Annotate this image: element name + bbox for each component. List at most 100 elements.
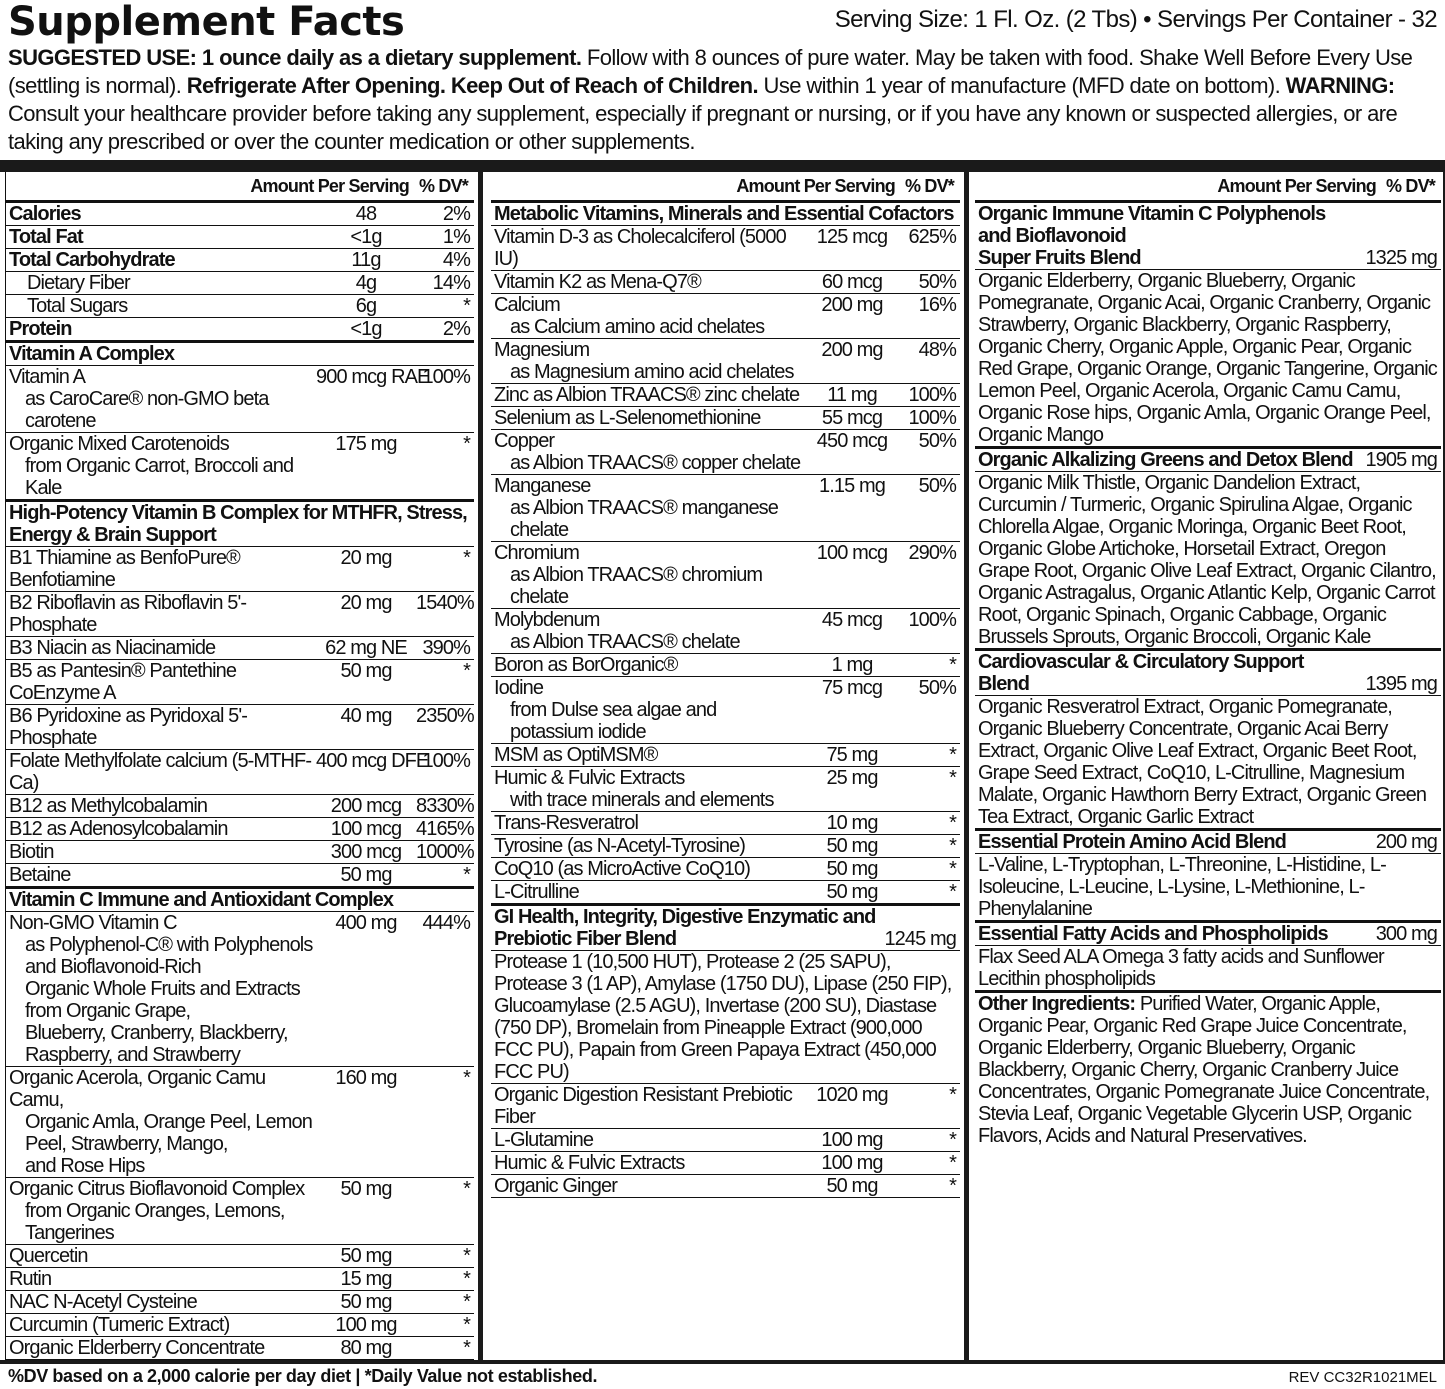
blend-title: GI Health, Integrity, Digestive Enzymati… bbox=[494, 906, 876, 950]
nutrient-amount: 200 mcg bbox=[330, 795, 402, 817]
nutrient-dv: * bbox=[463, 1268, 471, 1290]
other-ingredients: Other Ingredients: Purified Water, Organ… bbox=[975, 993, 1441, 1147]
nutrient-name: Manganese bbox=[494, 475, 591, 497]
nutrient-dv: 100% bbox=[908, 407, 956, 429]
nutrient-name-cell: CoQ10 (as MicroActive CoQ10) bbox=[494, 858, 802, 880]
nutrient-name-cell: Boron as BorOrganic® bbox=[494, 654, 802, 676]
nutrient-amount: 11g bbox=[351, 249, 381, 271]
blend-ingredients: Organic Elderberry, Organic Blueberry, O… bbox=[975, 270, 1441, 449]
nutrient-name: Calories bbox=[9, 203, 82, 225]
blend-title-line: Prebiotic Fiber Blend bbox=[494, 928, 677, 950]
nutrient-name-cell: B6 Pyridoxine as Pyridoxal 5'-Phosphate bbox=[9, 705, 316, 749]
nutrient-dv: 100% bbox=[422, 750, 470, 772]
amount-per-serving-header: Amount Per Serving bbox=[1217, 176, 1376, 196]
nutrient-name-cell: Organic Citrus Bioflavonoid Complex from … bbox=[9, 1178, 316, 1244]
nutrient-dv: * bbox=[949, 858, 957, 880]
blend-title: Essential Fatty Acids and Phospholipids bbox=[978, 923, 1368, 945]
dv-header: % DV* bbox=[418, 176, 469, 196]
nutrient-dv: 50% bbox=[918, 430, 957, 452]
nutrient-name: B6 Pyridoxine as Pyridoxal 5'-Phosphate bbox=[9, 705, 248, 749]
nutrient-row: L-Citrulline 50 mg * bbox=[491, 881, 960, 906]
nutrient-detail: Organic Whole Fruits and Extracts from O… bbox=[25, 978, 301, 1022]
nutrient-row: Boron as BorOrganic® 1 mg * bbox=[491, 654, 960, 677]
nutrient-name: Vitamin K2 as Mena-Q7® bbox=[494, 271, 702, 293]
nutrient-dv: 8330% bbox=[416, 795, 475, 817]
label-header: Supplement Facts Serving Size: 1 Fl. Oz.… bbox=[0, 0, 1445, 44]
nutrient-amount: <1g bbox=[350, 226, 382, 248]
nutrient-name: Boron as BorOrganic® bbox=[494, 654, 678, 676]
nutrient-row: Molybdenum as Albion TRAACS® chelate 45 mc… bbox=[491, 609, 960, 654]
blend-title-row: Essential Fatty Acids and Phospholipids 3… bbox=[975, 923, 1441, 946]
nutrient-name: Folate Methylfolate calcium (5-MTHF-Ca) bbox=[9, 750, 312, 794]
nutrient-amount: 50 mg bbox=[340, 1178, 392, 1200]
nutrient-amount: 900 mcg RAE bbox=[316, 366, 430, 388]
nutrient-row: MSM as OptiMSM® 75 mg * bbox=[491, 744, 960, 767]
nutrient-detail: Energy & Brain Support bbox=[9, 524, 217, 546]
nutrient-name: MSM as OptiMSM® bbox=[494, 744, 658, 766]
nutrient-name-cell: Copper as Albion TRAACS® copper chelate bbox=[494, 430, 802, 474]
nutrient-dv: 100% bbox=[908, 609, 956, 631]
nutrient-dv: * bbox=[463, 433, 471, 455]
nutrient-name: Organic Acerola, Organic Camu Camu, bbox=[9, 1067, 266, 1111]
nutrient-row: B5 as Pantesin® Pantethine CoEnzyme A 50 … bbox=[6, 660, 474, 705]
nutrient-row: Vitamin K2 as Mena-Q7® 60 mcg 50% bbox=[491, 271, 960, 294]
nutrient-row: Biotin 300 mcg 1000% bbox=[6, 841, 475, 864]
blend-title-line: Essential Protein Amino Acid Blend bbox=[978, 831, 1287, 853]
blend-title-row: Cardiovascular & Circulatory Support Ble… bbox=[975, 651, 1441, 696]
nutrient-row: Betaine 50 mg * bbox=[6, 864, 474, 889]
nutrient-amount: 100 mcg bbox=[330, 818, 402, 840]
nutrient-amount: 62 mg NE bbox=[325, 637, 408, 659]
nutrient-row: Organic Elderberry Concentrate 80 mg * bbox=[6, 1337, 474, 1360]
suggested-use-bold: SUGGESTED USE: 1 ounce daily as a dietar… bbox=[8, 45, 582, 70]
nutrient-name: Tyrosine (as N-Acetyl-Tyrosine) bbox=[494, 835, 746, 857]
nutrient-name: Organic Ginger bbox=[494, 1175, 618, 1197]
nutrient-name-cell: L-Glutamine bbox=[494, 1129, 802, 1151]
nutrient-name: Organic Citrus Bioflavonoid Complex bbox=[9, 1178, 305, 1200]
facts-table: Amount Per Serving% DV* Calories 48 2% Total… bbox=[0, 172, 1445, 1364]
dv-header: % DV* bbox=[1385, 176, 1436, 196]
other-ingredients-list: Purified Water, Organic Apple, Organic P… bbox=[978, 993, 1430, 1147]
nutrient-name-cell: Trans-Resveratrol bbox=[494, 812, 802, 834]
nutrient-name-cell: B3 Niacin as Niacinamide bbox=[9, 637, 316, 659]
nutrient-row: Organic Digestion Resistant Prebiotic Fi… bbox=[491, 1084, 960, 1129]
nutrient-dv: * bbox=[463, 1067, 471, 1089]
nutrient-amount: <1g bbox=[350, 318, 382, 340]
column-header: Amount Per Serving % DV* bbox=[491, 172, 960, 203]
nutrient-name: B2 Riboflavin as Riboflavin 5'-Phosphate bbox=[9, 592, 247, 636]
nutrient-name: Calcium bbox=[494, 294, 561, 316]
nutrient-name-cell: B12 as Methylcobalamin bbox=[9, 795, 316, 817]
nutrient-row: B2 Riboflavin as Riboflavin 5'-Phosphate… bbox=[6, 592, 475, 637]
nutrient-name: NAC N-Acetyl Cysteine bbox=[9, 1291, 198, 1313]
nutrient-name: High-Potency Vitamin B Complex for MTHFR… bbox=[9, 502, 468, 524]
nutrient-amount: 1 mg bbox=[831, 654, 874, 676]
blend-title-row: GI Health, Integrity, Digestive Enzymati… bbox=[491, 906, 960, 951]
nutrient-amount: 300 mcg bbox=[330, 841, 402, 863]
nutrient-name: Chromium bbox=[494, 542, 580, 564]
nutrient-detail: from Dulse sea algae and potassium iodid… bbox=[510, 699, 717, 743]
nutrient-dv: 14% bbox=[432, 272, 471, 294]
nutrient-row: Magnesium as Magnesium amino acid chelate… bbox=[491, 339, 960, 384]
amount-per-serving-header: Amount Per Serving bbox=[250, 176, 409, 196]
nutrient-name-cell: Total Sugars bbox=[9, 295, 316, 317]
blend-title-line: Essential Fatty Acids and Phospholipids bbox=[978, 923, 1329, 945]
nutrient-dv: * bbox=[463, 1337, 471, 1359]
nutrient-detail: as Albion TRAACS® manganese chelate bbox=[510, 497, 779, 541]
nutrient-dv: 4165% bbox=[416, 818, 475, 840]
nutrient-name-cell: Organic Mixed Carotenoids from Organic Ca… bbox=[9, 433, 316, 499]
nutrient-name: Vitamin A Complex bbox=[9, 343, 175, 365]
nutrient-dv: * bbox=[463, 1291, 471, 1313]
blend-title-line: Organic Alkalizing Greens and Detox Blen… bbox=[978, 449, 1354, 471]
nutrient-name-cell: Organic Acerola, Organic Camu Camu, Organ… bbox=[9, 1067, 316, 1177]
nutrient-name-cell: Humic & Fulvic Extracts with trace minera… bbox=[494, 767, 802, 811]
nutrient-name: Total Sugars bbox=[27, 295, 128, 317]
nutrient-name-cell: Iodine from Dulse sea algae and potassium… bbox=[494, 677, 802, 743]
nutrient-row: Tyrosine (as N-Acetyl-Tyrosine) 50 mg * bbox=[491, 835, 960, 858]
nutrient-name: Vitamin C Immune and Antioxidant Complex bbox=[9, 889, 394, 911]
nutrient-detail: as Polyphenol-C® with Polyphenols and Bi… bbox=[25, 934, 313, 978]
nutrient-amount: 450 mcg bbox=[816, 430, 888, 452]
nutrient-name-cell: B2 Riboflavin as Riboflavin 5'-Phosphate bbox=[9, 592, 316, 636]
nutrient-name-cell: Magnesium as Magnesium amino acid chelate… bbox=[494, 339, 802, 383]
nutrient-name: Humic & Fulvic Extracts bbox=[494, 1152, 685, 1174]
nutrient-name: Metabolic Vitamins, Minerals and Essenti… bbox=[494, 203, 955, 225]
nutrient-name-cell: Zinc as Albion TRAACS® zinc chelate bbox=[494, 384, 802, 406]
